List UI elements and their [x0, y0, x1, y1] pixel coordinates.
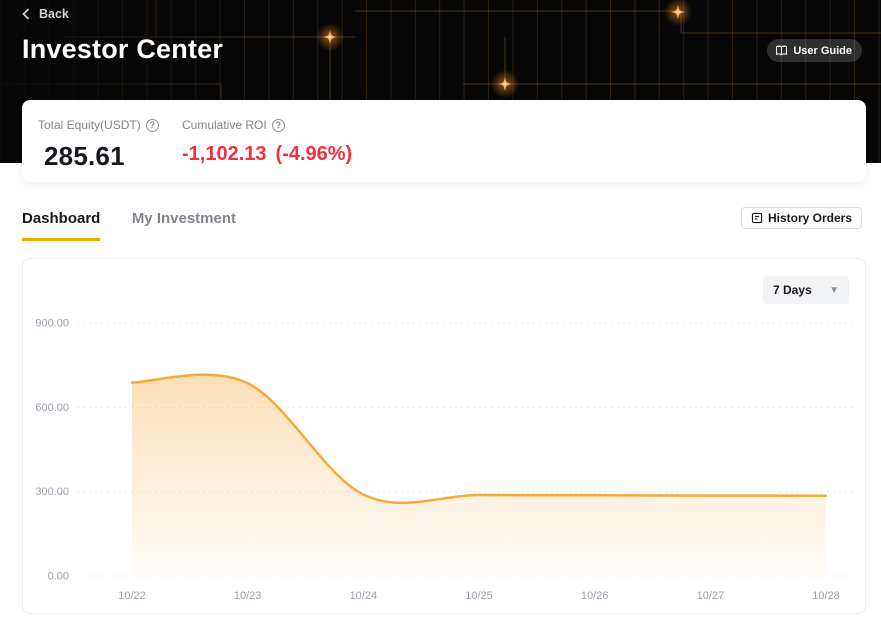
tab-my-investment[interactable]: My Investment — [132, 206, 236, 241]
x-axis-tick-label: 10/22 — [118, 590, 146, 602]
x-axis-tick-label: 10/25 — [465, 590, 493, 602]
roi-amount: -1,102.13 — [182, 143, 267, 165]
back-label: Back — [39, 7, 69, 21]
total-equity-stat: Total Equity(USDT) ? 285.61 — [38, 116, 159, 172]
cumulative-roi-value: -1,102.13 (-4.96%) — [182, 143, 352, 166]
cumulative-roi-label-row: Cumulative ROI ? — [182, 118, 285, 132]
tab-dashboard[interactable]: Dashboard — [22, 206, 101, 241]
equity-line-series — [130, 373, 828, 505]
equity-area-chart: 0.00 300.00 600.00 900.00 10/22 10/23 10/24 10/… — [35, 318, 853, 602]
y-axis-tick-label: 0.00 — [48, 571, 69, 583]
history-orders-button[interactable]: History Orders — [740, 207, 862, 229]
user-guide-button[interactable]: User Guide — [767, 39, 862, 62]
x-axis-tick-label: 10/24 — [350, 590, 378, 602]
chevron-left-icon — [22, 8, 30, 20]
sparkle-decorations — [316, 0, 692, 98]
cumulative-roi-label: Cumulative ROI — [182, 118, 267, 132]
total-equity-value: 285.61 — [44, 141, 125, 171]
x-axis-tick-label: 10/23 — [234, 590, 262, 602]
user-guide-label: User Guide — [793, 44, 852, 57]
y-axis-tick-label: 900.00 — [35, 318, 69, 330]
total-equity-label: Total Equity(USDT) — [38, 118, 141, 132]
time-range-select[interactable]: 7 Days ▼ — [763, 276, 849, 304]
book-icon — [776, 45, 788, 56]
equity-area-fill — [132, 374, 826, 576]
page-title: Investor Center — [22, 34, 224, 64]
y-axis-tick-label: 300.00 — [35, 486, 69, 498]
cumulative-roi-stat: Cumulative ROI ? -1,102.13 (-4.96%) — [182, 116, 352, 166]
x-axis-tick-label: 10/27 — [697, 590, 725, 602]
help-icon[interactable]: ? — [145, 118, 159, 132]
back-button[interactable]: Back — [22, 7, 69, 21]
time-range-value: 7 Days — [773, 283, 812, 297]
history-orders-label: History Orders — [767, 211, 852, 225]
total-equity-label-row: Total Equity(USDT) ? — [38, 118, 159, 132]
summary-card: Total Equity(USDT) ? 285.61 Cumulative R… — [22, 100, 866, 182]
y-axis-tick-label: 600.00 — [35, 402, 69, 414]
chevron-down-icon: ▼ — [829, 284, 839, 296]
roi-percent: (-4.96%) — [275, 143, 353, 165]
chart-card: 7 Days ▼ 0.00 300.00 600.00 900.00 10/22 10/2… — [22, 258, 866, 614]
x-axis-tick-label: 10/28 — [812, 590, 840, 602]
tabs-row: Dashboard My Investment History Orders — [22, 206, 862, 241]
x-axis-tick-label: 10/26 — [581, 590, 609, 602]
order-list-icon — [751, 212, 763, 224]
help-icon[interactable]: ? — [271, 118, 285, 132]
